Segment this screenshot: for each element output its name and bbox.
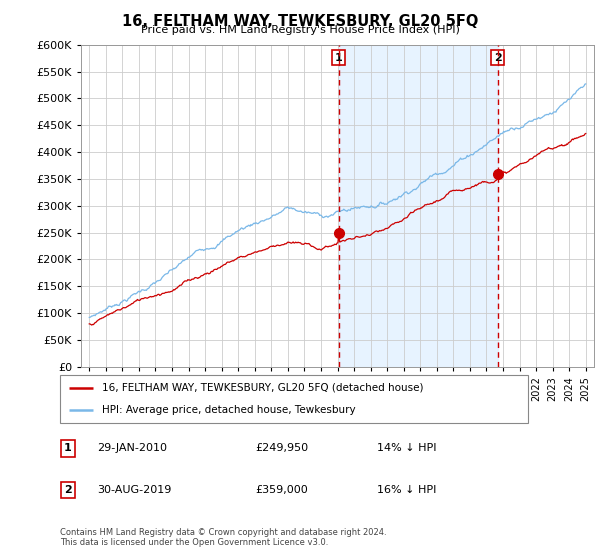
Text: 29-JAN-2010: 29-JAN-2010 bbox=[97, 444, 167, 454]
Text: Contains HM Land Registry data © Crown copyright and database right 2024.
This d: Contains HM Land Registry data © Crown c… bbox=[60, 528, 386, 547]
Text: 1: 1 bbox=[335, 53, 343, 63]
Text: HPI: Average price, detached house, Tewkesbury: HPI: Average price, detached house, Tewk… bbox=[102, 405, 356, 416]
Text: 16% ↓ HPI: 16% ↓ HPI bbox=[377, 485, 436, 495]
Text: 16, FELTHAM WAY, TEWKESBURY, GL20 5FQ (detached house): 16, FELTHAM WAY, TEWKESBURY, GL20 5FQ (d… bbox=[102, 382, 424, 393]
Text: Price paid vs. HM Land Registry's House Price Index (HPI): Price paid vs. HM Land Registry's House … bbox=[140, 25, 460, 35]
Bar bbox=[339, 45, 497, 367]
Text: 30-AUG-2019: 30-AUG-2019 bbox=[97, 485, 172, 495]
Text: 16, FELTHAM WAY, TEWKESBURY, GL20 5FQ: 16, FELTHAM WAY, TEWKESBURY, GL20 5FQ bbox=[122, 14, 478, 29]
Text: 1: 1 bbox=[64, 444, 72, 454]
Text: 2: 2 bbox=[494, 53, 502, 63]
Text: 14% ↓ HPI: 14% ↓ HPI bbox=[377, 444, 436, 454]
Text: £249,950: £249,950 bbox=[256, 444, 308, 454]
Text: 2: 2 bbox=[64, 485, 72, 495]
Text: £359,000: £359,000 bbox=[256, 485, 308, 495]
